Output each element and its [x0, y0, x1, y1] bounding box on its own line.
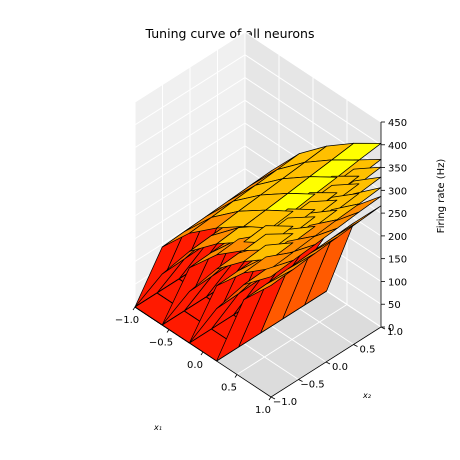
- y-tick-label: −1.0: [273, 397, 297, 408]
- x-tick-label: −1.0: [115, 315, 139, 326]
- z-tick-label: 400: [388, 141, 407, 152]
- chart-title: Tuning curve of all neurons: [145, 26, 315, 41]
- x-tick-label: 0.5: [221, 383, 237, 394]
- surface-patch: [243, 209, 294, 229]
- y-axis-label: x₂: [362, 391, 372, 400]
- surfaces: [134, 142, 382, 362]
- z-tick-label: 150: [388, 255, 407, 266]
- z-tick-label: 350: [388, 164, 407, 175]
- z-tick-label: 200: [388, 232, 407, 243]
- y-tick-label: 0.0: [332, 362, 348, 373]
- x-tick-label: −0.5: [149, 338, 173, 349]
- z-tick-label: 250: [388, 209, 407, 220]
- y-tick-label: 0.5: [360, 345, 376, 356]
- z-tick-label: 300: [388, 186, 407, 197]
- x-tick-label: 1.0: [255, 405, 271, 416]
- x-tick-mark: [166, 329, 170, 333]
- z-tick-label: 450: [388, 118, 407, 129]
- x-tick-label: 0.0: [187, 360, 203, 371]
- x-tick-mark: [268, 396, 272, 401]
- y-tick-mark: [353, 344, 358, 347]
- surface-patch: [243, 260, 294, 286]
- x-tick-mark: [132, 306, 136, 311]
- x-tick-mark: [234, 374, 238, 378]
- y-tick-label: 1.0: [387, 327, 403, 338]
- y-tick-mark: [325, 361, 331, 365]
- y-tick-label: −0.5: [300, 380, 324, 391]
- x-tick-mark: [200, 351, 204, 356]
- z-tick-label: 50: [388, 300, 401, 311]
- z-tick-label: 100: [388, 277, 407, 288]
- y-tick-mark: [270, 396, 276, 400]
- surface-patch: [243, 269, 294, 301]
- z-tick-label: 0: [388, 323, 394, 334]
- axes: −1.0−0.50.00.51.0−1.0−0.50.00.51.0050100…: [115, 118, 407, 416]
- x-axis-label: x₁: [153, 423, 162, 432]
- y-tick-mark: [298, 379, 303, 382]
- surface-patch: [243, 251, 294, 274]
- z-axis-label: Firing rate (Hz): [436, 159, 447, 234]
